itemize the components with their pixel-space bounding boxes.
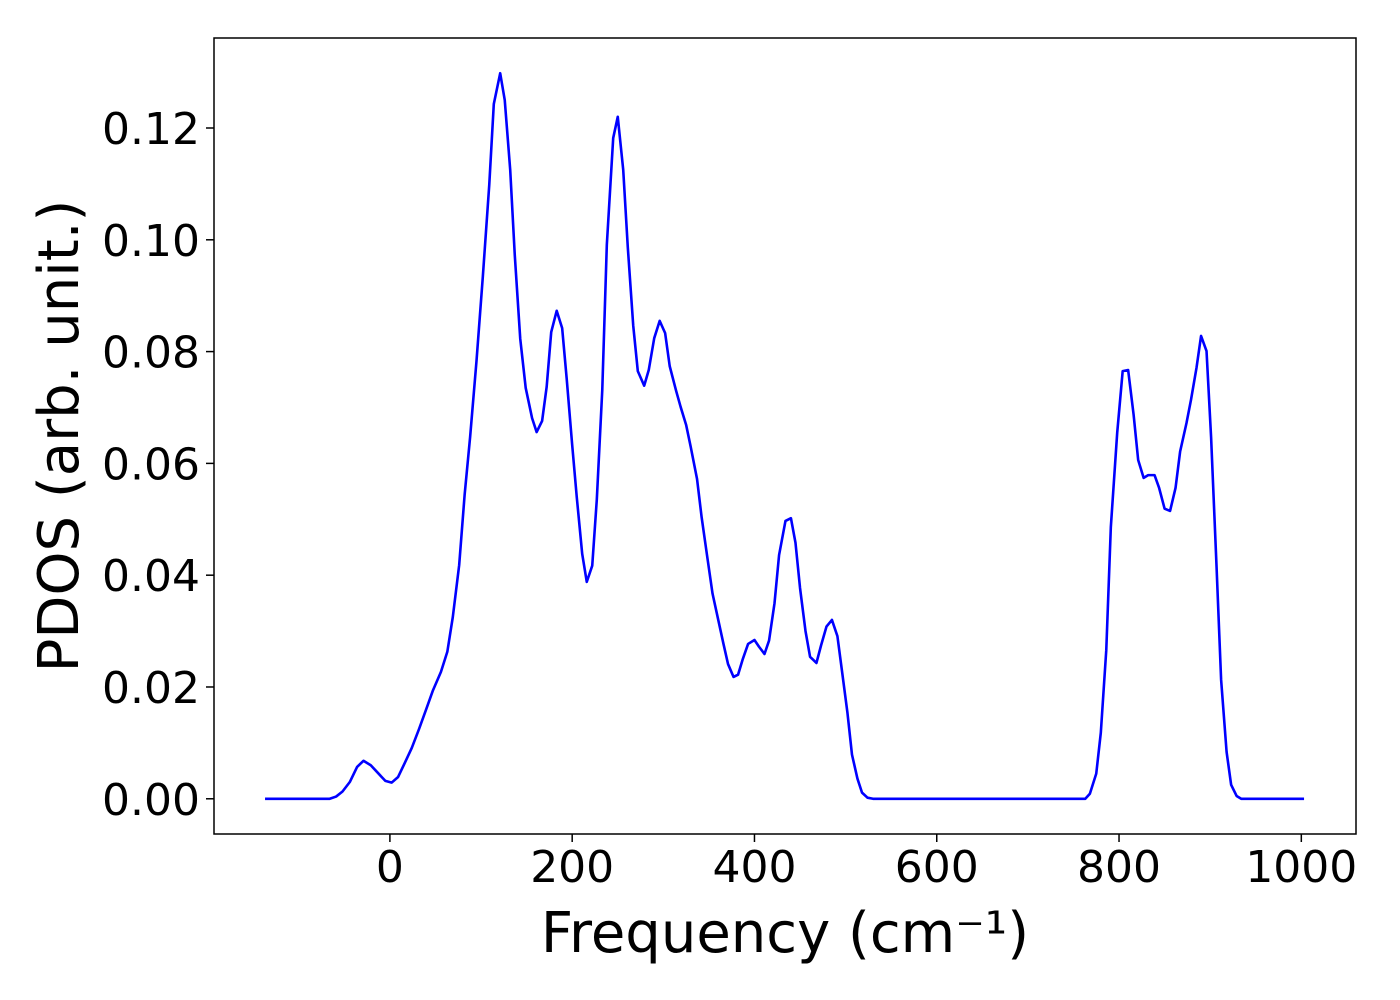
- plot-frame: [213, 37, 1357, 835]
- x-tick-label: 1000: [1245, 842, 1357, 893]
- x-axis-label: Frequency (cm⁻¹): [541, 901, 1029, 966]
- y-tick-label: 0.04: [102, 551, 200, 602]
- y-tick-label: 0.10: [102, 216, 200, 267]
- y-tick-label: 0.08: [102, 328, 200, 379]
- x-tick-label: 0: [376, 842, 404, 893]
- y-tick-label: 0.02: [102, 663, 200, 714]
- data-line: [265, 71, 1305, 801]
- y-tick-label: 0.06: [102, 439, 200, 490]
- x-tick-label: 200: [530, 842, 614, 893]
- x-tick-label: 800: [1077, 842, 1161, 893]
- y-tick-label: 0.12: [102, 104, 200, 155]
- x-tick-label: 400: [712, 842, 796, 893]
- y-tick-label: 0.00: [102, 775, 200, 826]
- y-axis-label: PDOS (arb. unit.): [27, 200, 92, 673]
- x-tick-label: 600: [895, 842, 979, 893]
